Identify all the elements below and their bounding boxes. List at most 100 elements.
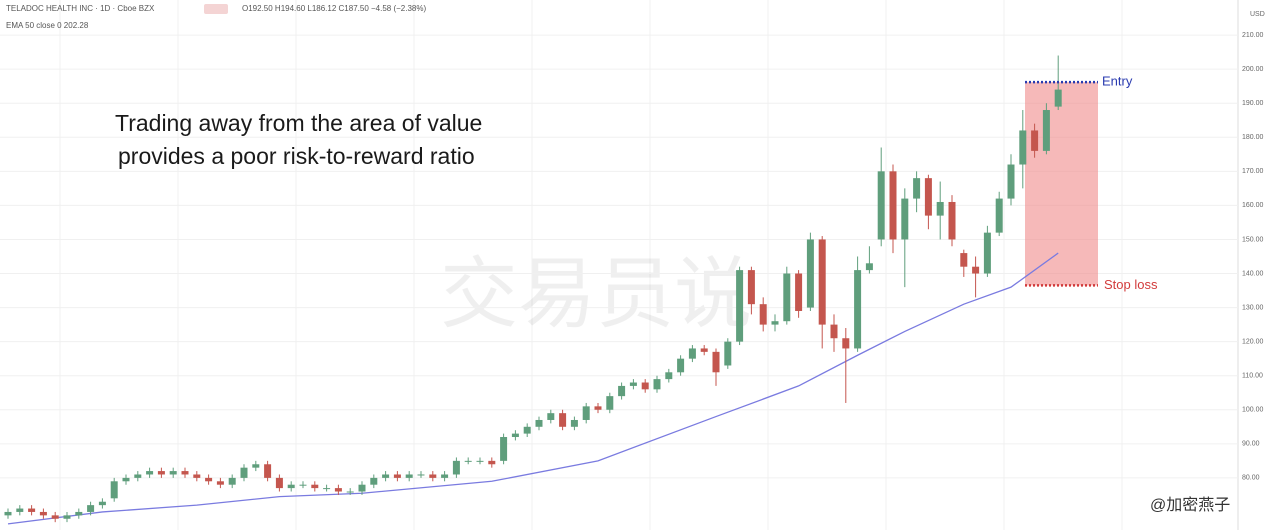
candle-body [865,263,873,271]
candle-body [334,488,342,492]
indicator-label: EMA 50 close 0 202.28 [6,21,89,30]
y-tick-label: 130.00 [1242,304,1264,311]
candle-body [287,484,295,489]
candle-body [535,419,543,427]
candle-body [582,406,590,420]
candle-body [901,198,909,240]
candle-body [311,484,319,489]
candle-body [960,253,968,267]
candle-body [146,471,154,475]
y-tick-label: 120.00 [1242,338,1264,345]
candle-body [641,382,649,390]
candle-body [736,270,744,342]
annotation: Trading away from the area of value [115,110,482,136]
candle-body [724,341,732,366]
candle-body [488,460,496,465]
candle-body [1054,89,1062,107]
candle-body [39,511,47,516]
candle-body [87,505,95,512]
candle-body [511,433,519,438]
ohlc-readout: O192.50 H194.60 L186.12 C187.50 −4.58 (−… [242,4,426,13]
y-tick-label: 200.00 [1242,66,1264,73]
candle-body [759,304,767,325]
candle-body [629,382,637,386]
symbol-header: TELADOC HEALTH INC · 1D · Cboe BZX [6,4,155,13]
candle-body [275,477,283,489]
candle-body [98,501,106,506]
candle-body [122,477,130,482]
candle-body [983,232,991,274]
candle-body [63,515,71,519]
y-tick-label: 100.00 [1242,407,1264,414]
candle-body [771,321,779,325]
y-tick-label: 180.00 [1242,134,1264,141]
currency-label: USD [1250,11,1265,18]
candle-body [500,437,508,461]
candle-body [193,474,201,478]
candle-body [594,406,602,410]
candle-body [264,464,272,478]
candle-body [889,171,897,240]
annotation: provides a poor risk-to-reward ratio [118,143,475,169]
candle-body [688,348,696,359]
candle-body [28,508,36,512]
candle-body [877,171,885,240]
candle-body [618,385,626,397]
y-tick-label: 140.00 [1242,270,1264,277]
candle-body [464,460,472,462]
vertical-grid [59,0,1123,530]
candle-body [523,426,531,434]
candle-body [570,419,578,427]
candle-body [169,471,177,475]
candle-body [405,474,413,478]
candle-body [216,481,224,485]
y-tick-label: 210.00 [1242,32,1264,39]
candle-body [972,266,980,274]
candle-body [842,338,850,349]
candle-body [547,413,555,420]
candle-body [346,491,354,493]
candle-body [913,178,921,199]
candle-body [240,467,248,478]
y-tick-label: 160.00 [1242,202,1264,209]
candle-body [441,474,449,478]
candle-body [51,515,59,519]
candle-body [476,460,484,462]
candle-body [228,477,236,485]
candle-body [795,273,803,311]
candle-body [948,201,956,240]
candle-body [677,358,685,373]
candle-body [653,379,661,390]
candle-body [830,324,838,339]
candle-body [854,270,862,349]
candle-body [1019,130,1027,165]
candle-body [382,474,390,478]
candle-body [806,239,814,308]
candle-body [16,508,24,512]
candle-body [712,351,720,373]
candle-body [393,474,401,478]
candle-body [924,178,932,216]
candle-body [452,460,460,475]
candle-body [747,270,755,305]
candle-body [995,198,1003,233]
candle-body [181,471,189,475]
candle-body [134,474,142,478]
candle-body [205,477,213,482]
candle-body [299,484,307,486]
candle-body [665,372,673,380]
candle-body [1031,130,1039,151]
candle-body [783,273,791,322]
y-tick-label: 80.00 [1242,475,1260,482]
entry-label: Entry [1102,74,1133,89]
candle-body [700,348,708,352]
candle-body [417,474,425,476]
candle-body [252,464,260,468]
candle-body [606,396,614,410]
badge [204,4,228,14]
credit: @加密燕子 [1150,496,1230,514]
candle-body [157,471,165,475]
candle-body [936,201,944,216]
candle-body [370,477,378,485]
